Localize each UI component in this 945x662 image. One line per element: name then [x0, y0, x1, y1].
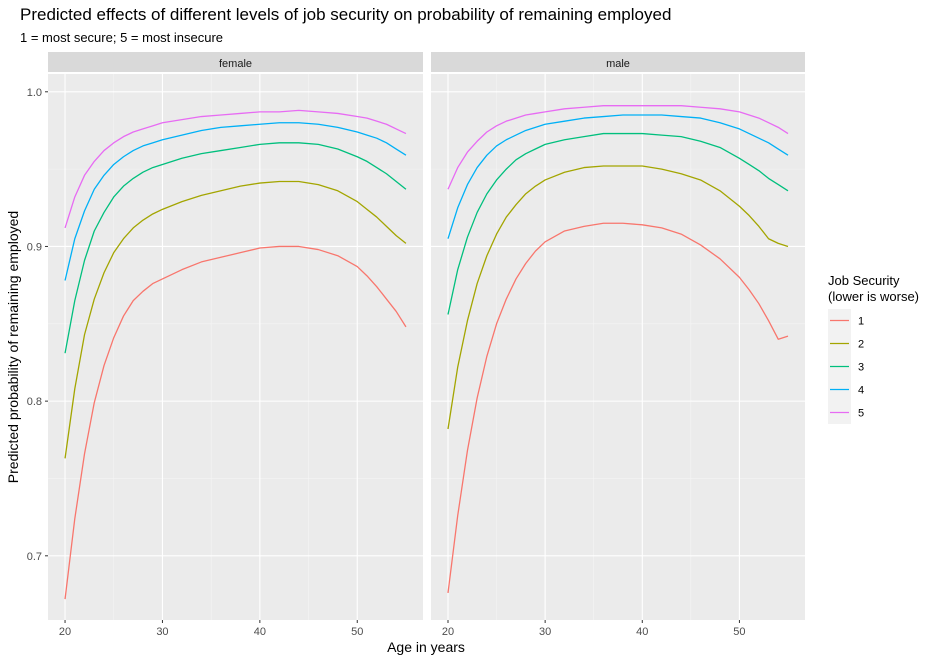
legend-title-line2: (lower is worse) [828, 289, 919, 304]
legend-keys: 1 2 3 4 5 [828, 309, 864, 424]
series-line-4 [447, 114, 789, 239]
x-tick-label: 30 [539, 626, 551, 638]
facet-strip [431, 52, 805, 72]
x-tick-label: 50 [733, 626, 745, 638]
y-tick-label: 0.9 [27, 241, 42, 253]
x-tick-label: 50 [351, 626, 363, 638]
y-tick-label: 0.7 [27, 551, 42, 563]
x-tick-label: 20 [59, 626, 71, 638]
x-tick-label: 40 [636, 626, 648, 638]
x-tick-label: 30 [156, 626, 168, 638]
series-line-5 [64, 109, 407, 229]
chart-title: Predicted effects of different levels of… [20, 5, 671, 24]
legend-label-5: 5 [858, 408, 864, 420]
series-line-5 [447, 105, 789, 190]
facet-strip-label: male [606, 58, 630, 70]
legend-title-line1: Job Security [828, 273, 900, 288]
plot-background [48, 74, 423, 620]
plot-background [431, 74, 805, 620]
legend-label-1: 1 [858, 316, 864, 328]
series-line-1 [64, 245, 407, 600]
series-line-3 [447, 132, 789, 315]
y-tick-label: 1.0 [27, 87, 42, 99]
x-tick-label: 20 [442, 626, 454, 638]
series-line-2 [64, 180, 407, 459]
legend-label-2: 2 [858, 339, 864, 351]
series-line-2 [447, 165, 789, 430]
series-line-1 [447, 222, 789, 594]
legend: Job Security (lower is worse) 1 2 3 4 5 [828, 273, 919, 424]
y-axis-title: Predicted probability of remaining emplo… [5, 211, 21, 483]
series-line-4 [64, 122, 407, 281]
facet-panels: female 20 30 40 50 0.7 0.8 0.9 1.0 male 20 30 40 50 [27, 52, 805, 638]
panel-female: female 20 30 40 50 0.7 0.8 0.9 1.0 [27, 52, 423, 638]
facet-strip [48, 52, 423, 72]
panel-male: male 20 30 40 50 [431, 52, 805, 638]
chart-subtitle: 1 = most secure; 5 = most insecure [20, 30, 223, 45]
series-line-3 [64, 142, 407, 354]
x-tick-label: 40 [254, 626, 266, 638]
legend-label-3: 3 [858, 362, 864, 374]
x-axis-title: Age in years [387, 639, 465, 655]
legend-label-4: 4 [858, 385, 864, 397]
y-tick-label: 0.8 [27, 396, 42, 408]
facet-strip-label: female [219, 58, 252, 70]
